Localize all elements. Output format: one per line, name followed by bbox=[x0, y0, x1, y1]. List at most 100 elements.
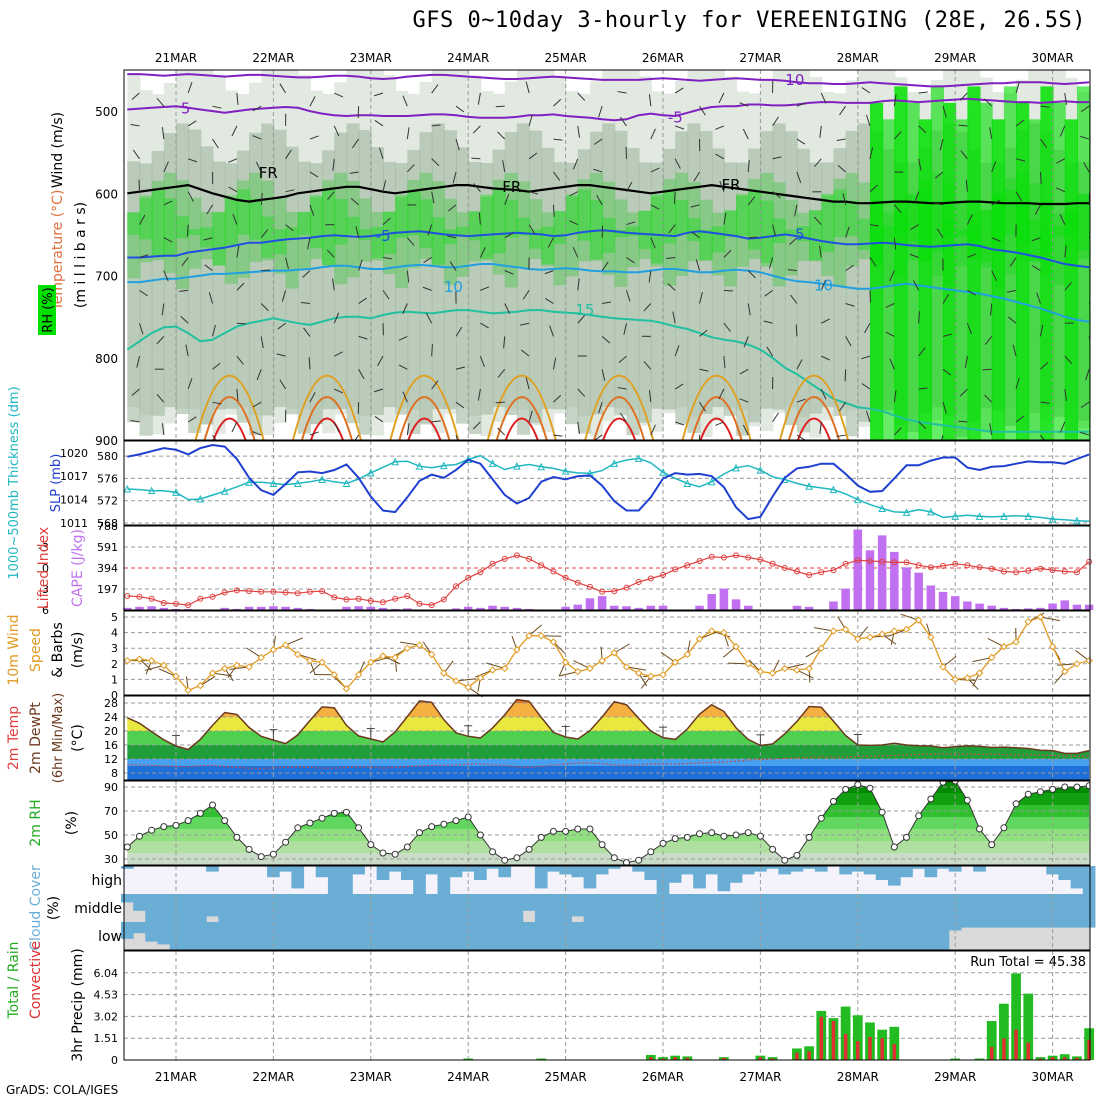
cloud-cell bbox=[644, 922, 658, 950]
wind-barb bbox=[914, 191, 920, 203]
rh-cell bbox=[163, 198, 177, 255]
wind-barb bbox=[156, 393, 165, 403]
lifted-index-point bbox=[124, 593, 131, 599]
wind-barb bbox=[187, 191, 194, 202]
lifted-index-point bbox=[940, 562, 947, 569]
wind-barb bbox=[772, 191, 781, 199]
wind-barb bbox=[495, 401, 505, 404]
wind-barb bbox=[332, 158, 335, 171]
temperature-band bbox=[127, 745, 1090, 759]
wind-barb bbox=[497, 368, 506, 378]
rh-cell bbox=[212, 161, 226, 410]
wind-barb bbox=[374, 416, 384, 423]
contour-label: -5 bbox=[376, 227, 391, 245]
thickness-point bbox=[318, 475, 326, 484]
cloud-cell bbox=[194, 894, 207, 922]
thickness-point bbox=[415, 462, 424, 470]
wind-speed-point bbox=[902, 625, 911, 634]
wind-speed-point bbox=[427, 650, 436, 659]
rh-cell bbox=[419, 172, 433, 260]
cloud-cell bbox=[376, 922, 390, 950]
cloud-cell bbox=[790, 922, 804, 950]
cloud-cell bbox=[583, 894, 597, 922]
rh-point bbox=[1036, 788, 1044, 796]
wind-barb bbox=[256, 369, 262, 381]
rh-cell bbox=[626, 226, 640, 236]
wind-barb bbox=[1009, 257, 1017, 267]
wind-speed-point bbox=[914, 616, 923, 624]
wind-barb bbox=[246, 647, 262, 658]
rh-band bbox=[127, 817, 1090, 829]
rh-point bbox=[1049, 785, 1057, 793]
wind-barb bbox=[699, 292, 703, 304]
wind-barb bbox=[406, 423, 410, 436]
wind-barb bbox=[358, 335, 368, 340]
rh-point bbox=[756, 832, 764, 840]
cape-bar bbox=[987, 605, 996, 610]
lifted-index-point bbox=[233, 587, 240, 594]
rh-cell bbox=[309, 195, 324, 248]
rh-point bbox=[160, 823, 168, 831]
wind-barb bbox=[715, 421, 725, 426]
wind-speed-point bbox=[647, 672, 655, 680]
rh-point bbox=[1061, 783, 1069, 791]
cape-bar bbox=[232, 608, 242, 610]
rh-cell bbox=[176, 180, 190, 290]
rh-cell bbox=[602, 217, 616, 253]
cloud-row-label: low bbox=[98, 929, 122, 945]
rh-cell bbox=[200, 227, 214, 248]
rh-point bbox=[318, 814, 326, 822]
isotherm-line bbox=[126, 309, 1090, 433]
cape-bar bbox=[1060, 600, 1070, 610]
precip-convective-bar bbox=[685, 1057, 690, 1060]
cloud-cell bbox=[303, 894, 317, 922]
precip-convective-bar bbox=[673, 1057, 677, 1060]
lifted-index-point bbox=[708, 553, 715, 560]
cloud-cell bbox=[741, 866, 755, 875]
wind-barb bbox=[668, 224, 676, 234]
cloud-cell bbox=[875, 894, 889, 922]
wind-barb bbox=[1015, 158, 1026, 162]
cape-bar bbox=[281, 606, 290, 610]
lifted-index-point bbox=[428, 602, 435, 609]
cloud-cell bbox=[802, 894, 816, 922]
wind-barb bbox=[1040, 401, 1050, 404]
cape-bar bbox=[950, 596, 960, 610]
rh-point bbox=[732, 831, 740, 839]
wind-barb bbox=[212, 401, 222, 405]
wind-barb bbox=[813, 627, 834, 632]
wind-barb bbox=[212, 672, 233, 677]
wind-barb bbox=[959, 92, 968, 101]
wind-speed-point bbox=[598, 656, 606, 665]
precip-convective-bar bbox=[1063, 1057, 1067, 1060]
wind-barb bbox=[406, 127, 410, 140]
rh-cell bbox=[297, 211, 311, 269]
rh-cell bbox=[151, 189, 165, 258]
wind-barb bbox=[422, 286, 432, 291]
wind-barb bbox=[888, 629, 907, 637]
wind-barb bbox=[553, 98, 562, 107]
rh-point bbox=[233, 833, 241, 841]
day-label-bottom: 26MAR bbox=[642, 1070, 684, 1084]
lifted-index-point bbox=[221, 589, 228, 596]
cloud-cell bbox=[120, 866, 134, 869]
cloud-cell bbox=[474, 922, 487, 950]
wind-barb bbox=[377, 355, 384, 366]
cloud-cell bbox=[1009, 894, 1023, 922]
wind-barb bbox=[520, 322, 530, 326]
cape-bar bbox=[804, 606, 814, 610]
wind-barb bbox=[406, 164, 415, 173]
wind-barb bbox=[455, 366, 465, 370]
cloud-cell bbox=[486, 866, 499, 869]
cape-bar bbox=[634, 607, 643, 610]
wind-barb bbox=[918, 158, 922, 171]
cloud-cell bbox=[279, 866, 292, 872]
cloud-cell bbox=[388, 894, 402, 922]
cape-bar bbox=[719, 588, 729, 610]
wind-barb bbox=[960, 150, 968, 160]
rh-point bbox=[927, 795, 935, 803]
wind-barb bbox=[984, 394, 993, 403]
wind-barb bbox=[558, 671, 578, 677]
cape-panel bbox=[123, 525, 1094, 611]
thickness-point bbox=[951, 512, 960, 520]
